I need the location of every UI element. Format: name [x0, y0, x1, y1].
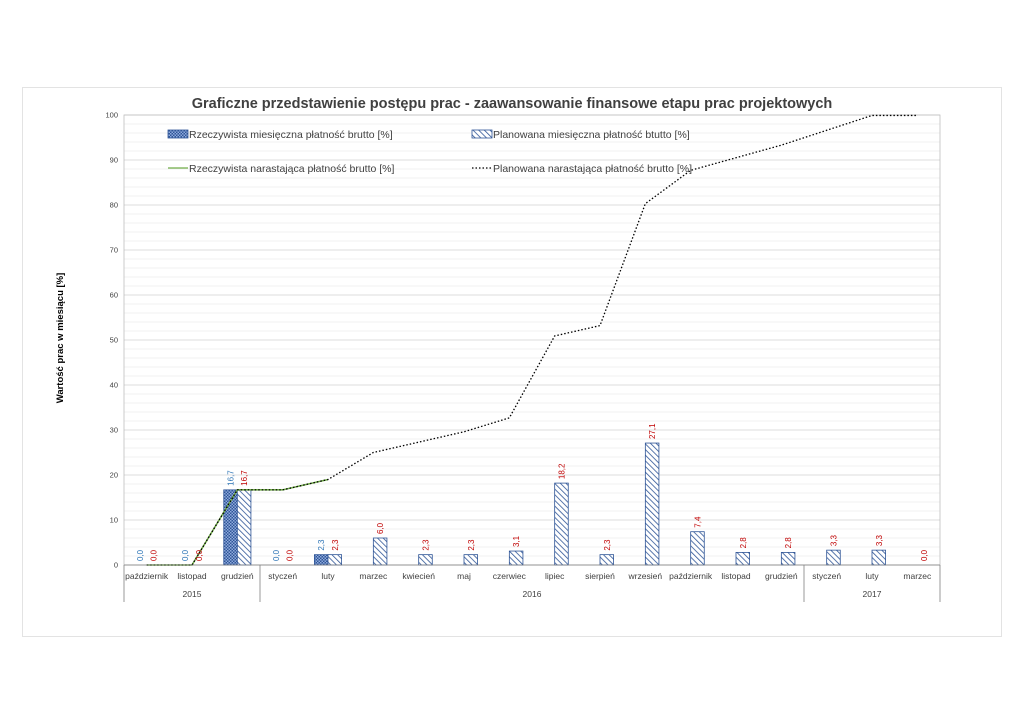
legend-swatch-planned-monthly: [471, 129, 493, 139]
data-label-planned: 2,3: [467, 539, 476, 551]
bar-planned: [463, 554, 479, 566]
data-label-actual: 0,0: [136, 549, 145, 561]
x-tick-label: listopad: [177, 571, 207, 581]
data-label-planned: 0,0: [149, 549, 158, 561]
x-axis: październik listopad grudzień styczeń luty ma…: [123, 564, 941, 602]
y-tick-label: 100: [105, 111, 118, 120]
x-tick-label: wrzesień: [628, 571, 663, 581]
data-label-planned: 2,3: [603, 539, 612, 551]
year-label: 2015: [183, 589, 202, 599]
x-tick-label: październik: [669, 571, 713, 581]
x-tick-label: czerwiec: [493, 571, 527, 581]
x-tick-label: grudzień: [221, 571, 254, 581]
data-label-planned: 3,1: [512, 535, 521, 547]
data-label-actual: 2,3: [317, 539, 326, 551]
bar-planned: [418, 554, 433, 566]
data-label-planned: 6,0: [376, 522, 385, 534]
bar-actual: [313, 554, 329, 566]
bar-planned: [599, 554, 615, 566]
data-label-planned: 0,0: [920, 549, 929, 561]
x-tick-label: lipiec: [545, 571, 565, 581]
data-label-planned: 2,3: [421, 539, 430, 551]
year-label: 2017: [863, 589, 882, 599]
data-label-actual: 0,0: [181, 549, 190, 561]
chart-frame: Graficzne przedstawienie postępu prac - …: [22, 87, 1002, 637]
legend-swatch-actual-monthly: [167, 129, 189, 139]
x-tick-label: styczeń: [812, 571, 841, 581]
y-tick-label: 50: [110, 336, 118, 345]
bar-planned: [372, 537, 388, 566]
bars: [223, 442, 887, 566]
x-tick-label: maj: [457, 571, 471, 581]
legend-actual-monthly: Rzeczywista miesięczna płatność brutto […: [189, 129, 393, 141]
data-label-planned: 2,8: [784, 537, 793, 549]
data-label-planned: 3,3: [875, 534, 884, 546]
y-tick-label: 70: [110, 246, 118, 255]
x-tick-label: marzec: [359, 571, 388, 581]
bar-planned: [554, 482, 569, 566]
x-tick-label: marzec: [903, 571, 932, 581]
x-tick-label: październik: [125, 571, 169, 581]
data-label-planned: 0,0: [195, 549, 204, 561]
y-tick-label: 20: [110, 471, 118, 480]
x-tick-label: luty: [321, 571, 335, 581]
y-tick-label: 90: [110, 156, 118, 165]
y-tick-label: 80: [110, 201, 118, 210]
bar-planned: [735, 551, 751, 566]
data-label-planned: 2,8: [739, 537, 748, 549]
grid: [123, 114, 941, 566]
bar-planned: [508, 550, 524, 566]
x-tick-label: styczeń: [268, 571, 297, 581]
y-tick-label: 10: [110, 516, 118, 525]
data-label-actual: 0,0: [272, 549, 281, 561]
data-labels: 0,0 0,0 0,0 0,0 16,7 16,7 0,0 0,0 2,3 2,3 6,0 2,3 2,…: [136, 423, 929, 561]
x-tick-label: kwiecień: [402, 571, 435, 581]
x-tick-label: sierpień: [585, 571, 615, 581]
data-label-planned: 7,4: [693, 516, 702, 528]
x-tick-label: grudzień: [765, 571, 798, 581]
legend: Rzeczywista miesięczna płatność brutto […: [167, 129, 692, 175]
data-label-planned: 2,3: [331, 539, 340, 551]
legend-planned-monthly: Planowana miesięczna płatność btutto [%]: [493, 129, 690, 141]
bar-planned: [236, 489, 252, 566]
chart-title: Graficzne przedstawienie postępu prac - …: [192, 96, 833, 112]
bar-planned: [871, 549, 887, 566]
legend-actual-cumulative: Rzeczywista narastająca płatność brutto …: [189, 163, 395, 175]
x-tick-label: listopad: [721, 571, 751, 581]
y-tick-label: 60: [110, 291, 118, 300]
bar-planned: [644, 442, 660, 566]
data-label-planned: 27,1: [648, 423, 657, 439]
data-label-actual: 16,7: [227, 470, 236, 486]
chart: Graficzne przedstawienie postępu prac - …: [55, 96, 941, 602]
y-tick-label: 40: [110, 381, 118, 390]
year-label: 2016: [523, 589, 542, 599]
bar-planned: [780, 551, 796, 566]
data-label-planned: 0,0: [285, 549, 294, 561]
x-tick-label: luty: [865, 571, 879, 581]
y-ticks: 0 10 20 30 40 50 60 70 80 90 100: [105, 111, 118, 570]
data-label-planned: 18,2: [557, 463, 566, 479]
y-tick-label: 0: [114, 561, 118, 570]
data-label-planned: 3,3: [829, 534, 838, 546]
bar-planned: [826, 549, 841, 566]
bar-planned: [690, 531, 705, 566]
y-tick-label: 30: [110, 426, 118, 435]
bar-planned: [327, 554, 343, 566]
y-axis-label: Wartość prac w miesiącu [%]: [55, 273, 66, 404]
data-label-planned: 16,7: [240, 470, 249, 486]
legend-planned-cumulative: Planowana narastająca płatność brutto [%…: [493, 163, 692, 175]
